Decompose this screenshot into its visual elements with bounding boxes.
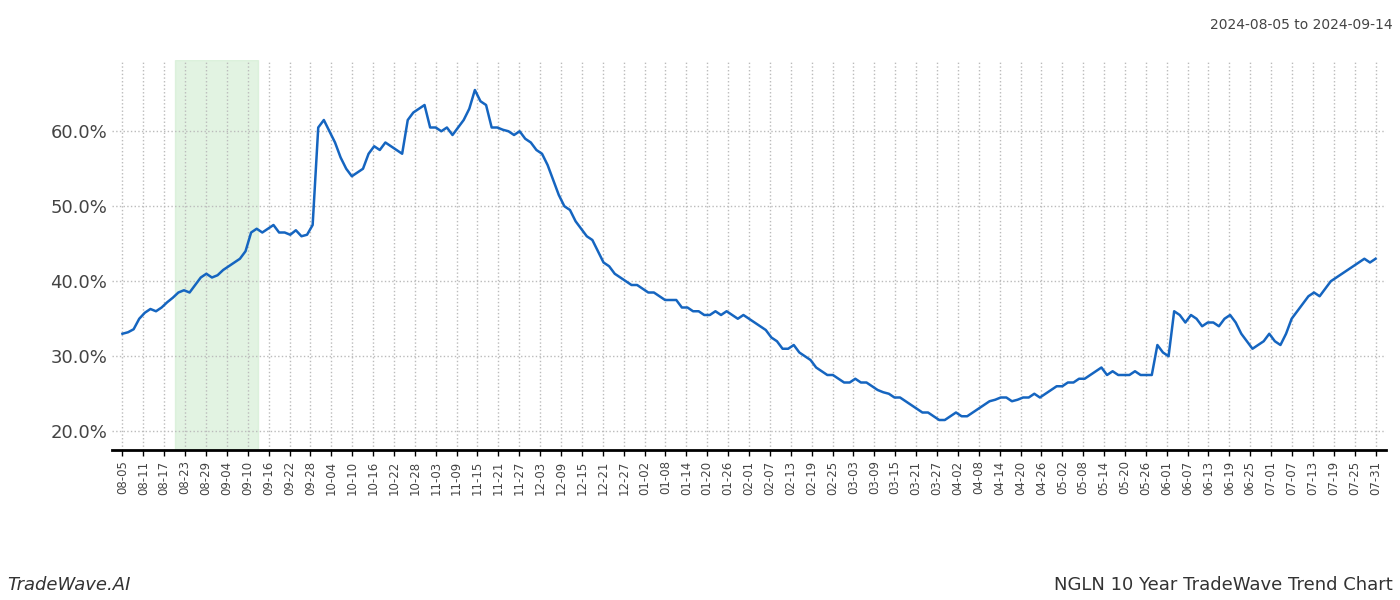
Text: 2024-08-05 to 2024-09-14: 2024-08-05 to 2024-09-14 <box>1211 18 1393 32</box>
Bar <box>175 60 258 450</box>
Text: NGLN 10 Year TradeWave Trend Chart: NGLN 10 Year TradeWave Trend Chart <box>1054 576 1393 594</box>
Text: TradeWave.AI: TradeWave.AI <box>7 576 130 594</box>
